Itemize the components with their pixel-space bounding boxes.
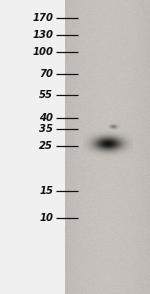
Text: 55: 55: [39, 90, 53, 100]
Text: 70: 70: [39, 69, 53, 79]
Bar: [0, 0, 65, 294]
Text: 130: 130: [32, 30, 53, 40]
Text: 35: 35: [39, 124, 53, 134]
Text: 10: 10: [39, 213, 53, 223]
Text: 100: 100: [32, 47, 53, 57]
Text: 170: 170: [32, 13, 53, 23]
Text: 15: 15: [39, 186, 53, 196]
Text: 25: 25: [39, 141, 53, 151]
Text: 40: 40: [39, 113, 53, 123]
